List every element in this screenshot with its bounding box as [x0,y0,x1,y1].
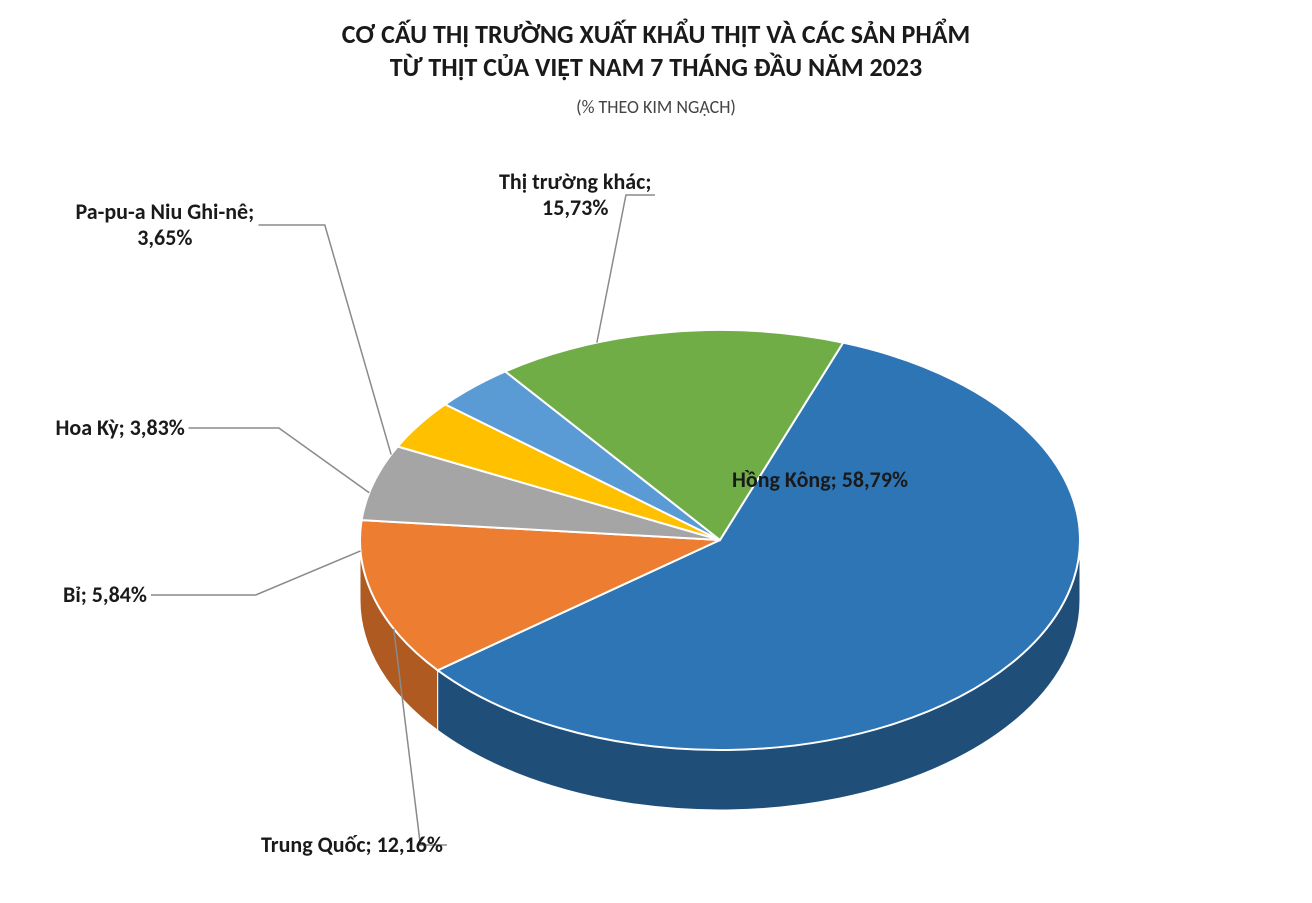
leader-line [151,551,360,595]
pie-chart-container: CƠ CẤU THỊ TRƯỜNG XUẤT KHẨU THỊT VÀ CÁC … [0,0,1312,903]
slice-label: Trung Quốc; 12,16% [261,832,443,858]
slice-label: Thị trường khác; 15,73% [499,169,651,222]
leader-line [394,629,447,845]
slice-label: Pa-pu-a Niu Ghi-nê; 3,65% [76,199,255,252]
slice-label: Bỉ; 5,84% [63,582,147,608]
leader-line [259,225,392,455]
slice-label: Hồng Kông; 58,79% [732,467,908,493]
leader-line [189,428,370,493]
slice-label: Hoa Kỳ; 3,83% [56,415,185,441]
leader-lines-svg [0,0,1312,903]
